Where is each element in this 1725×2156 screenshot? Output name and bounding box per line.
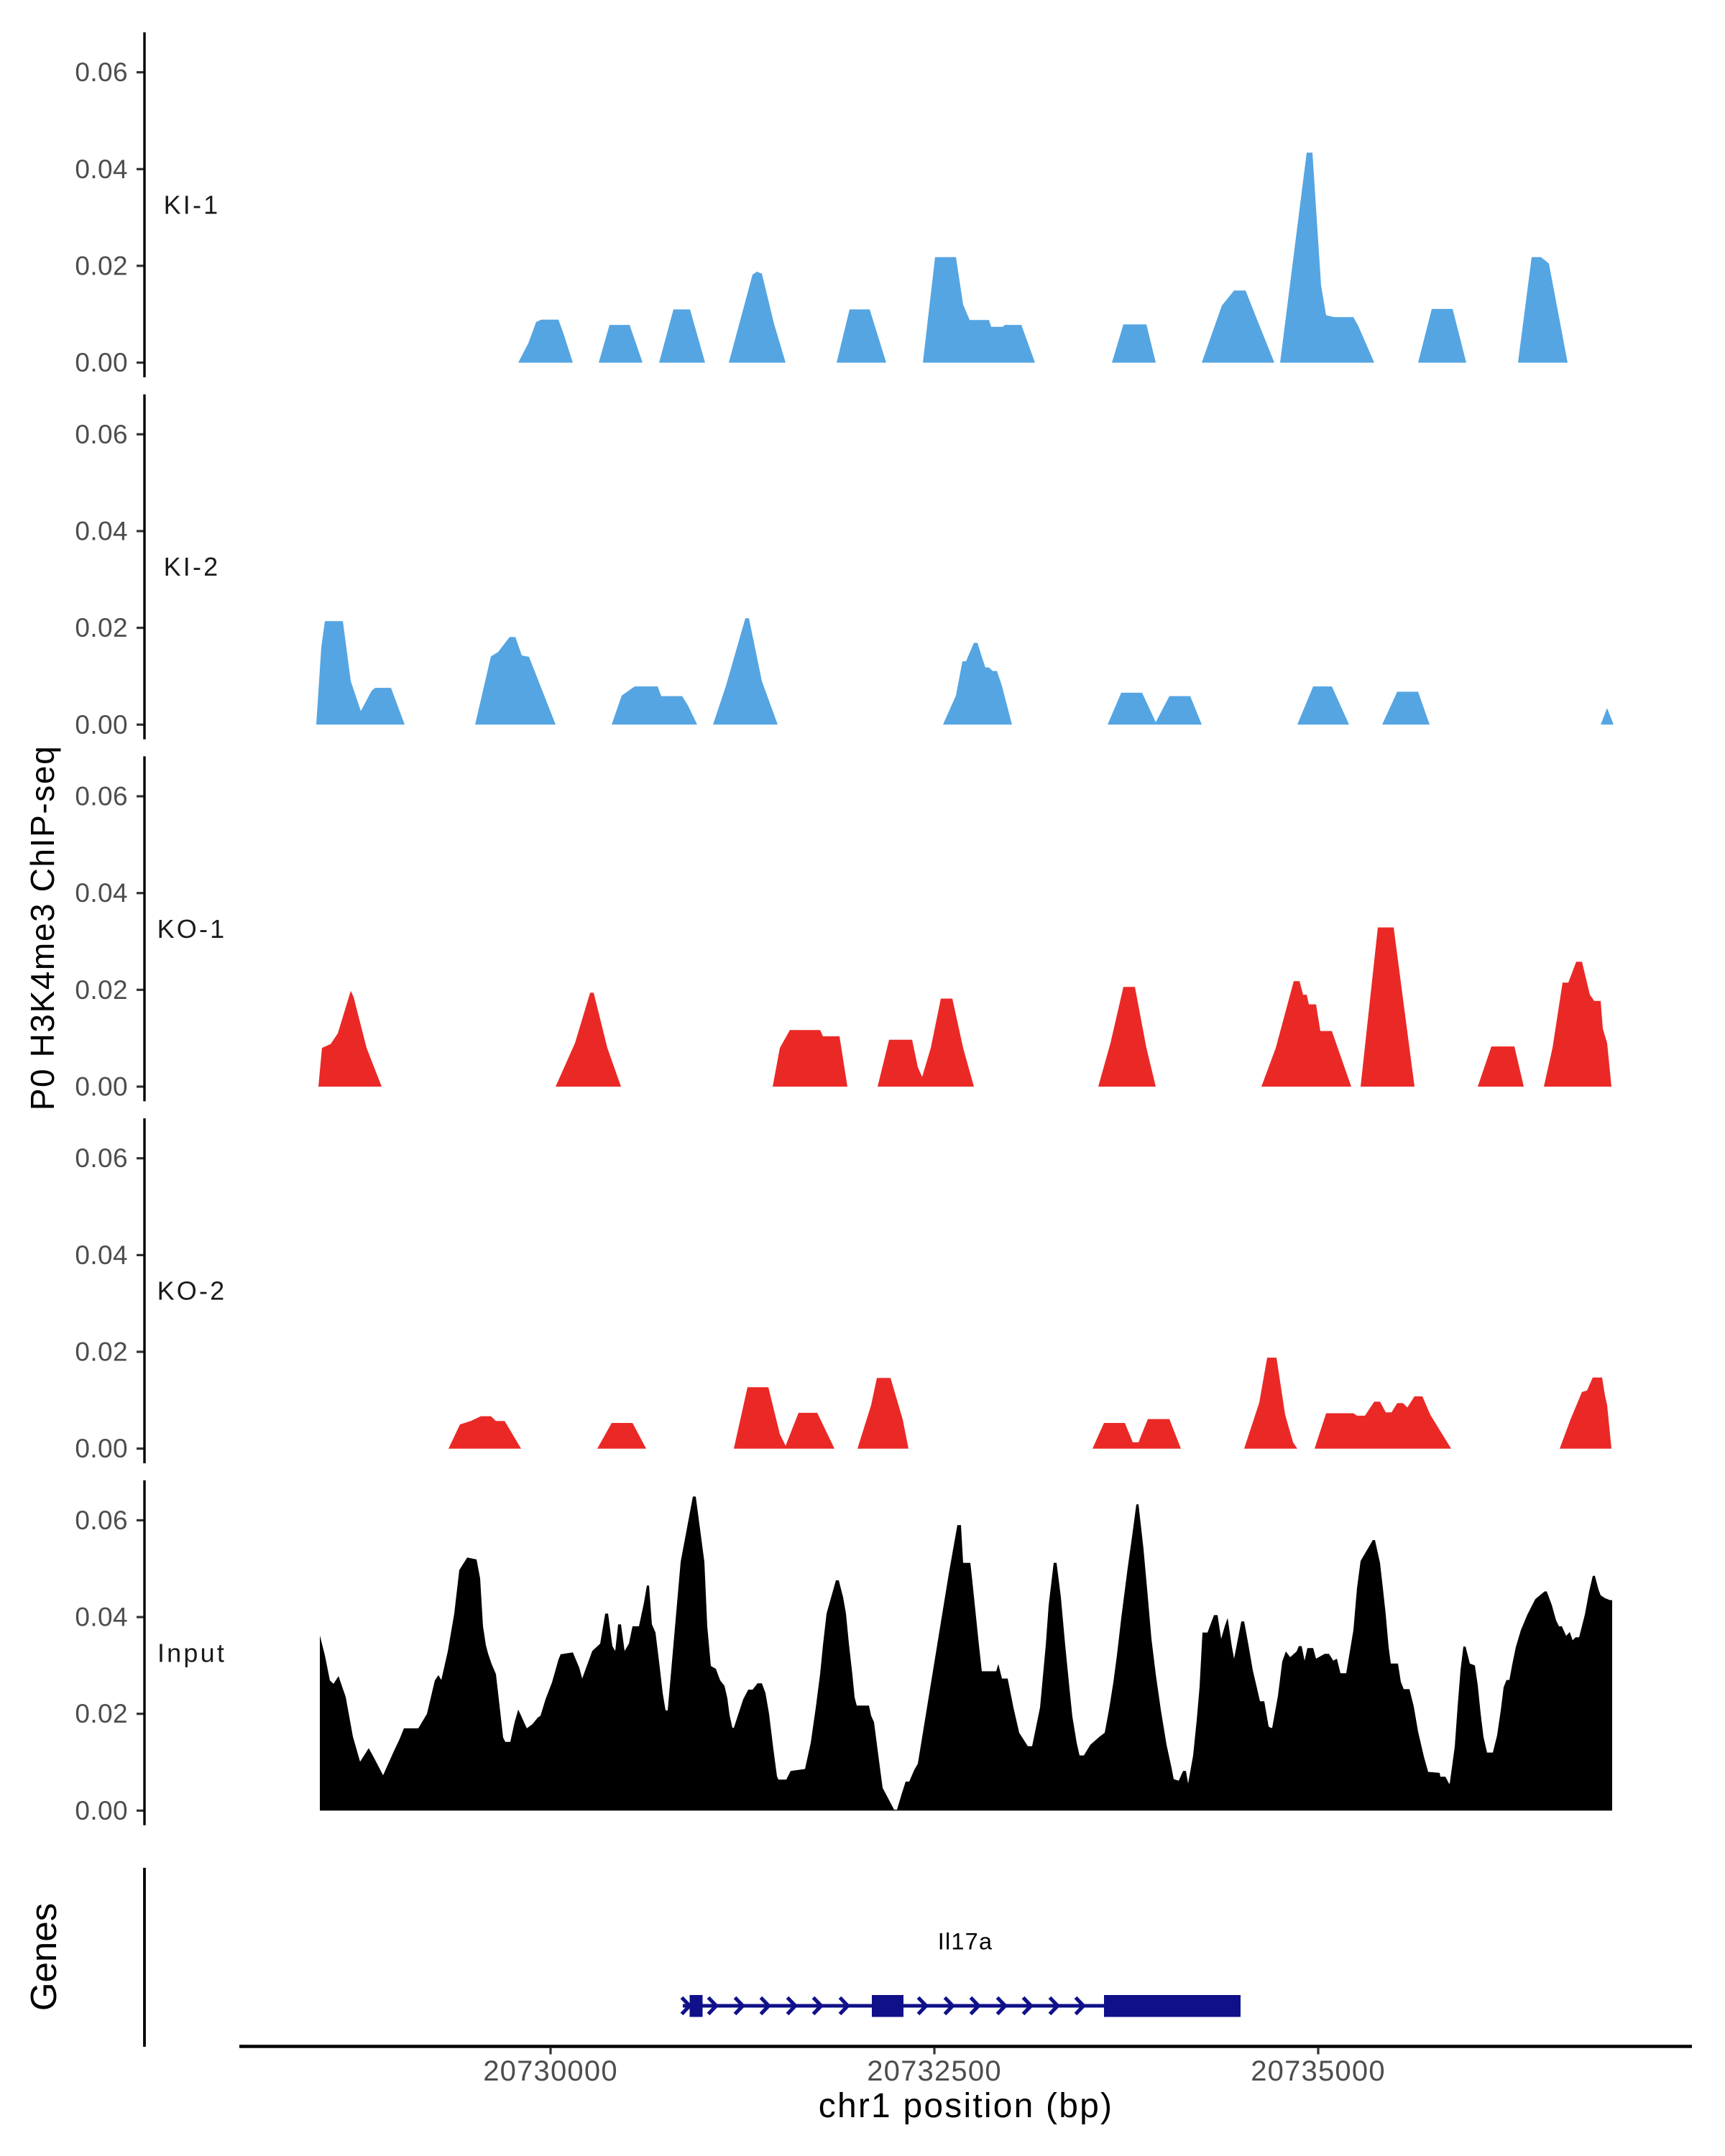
svg-text:0.04: 0.04 — [75, 878, 128, 908]
svg-text:0.02: 0.02 — [75, 1699, 128, 1728]
svg-text:0.06: 0.06 — [75, 1506, 128, 1535]
svg-text:P0 H3K4me3 ChIP-seq: P0 H3K4me3 ChIP-seq — [24, 745, 61, 1111]
svg-text:0.00: 0.00 — [75, 1796, 128, 1825]
svg-text:0.02: 0.02 — [75, 251, 128, 280]
svg-text:0.00: 0.00 — [75, 1072, 128, 1102]
svg-text:0.06: 0.06 — [75, 782, 128, 811]
svg-text:KI-2: KI-2 — [164, 552, 221, 581]
svg-text:KO-1: KO-1 — [157, 914, 227, 944]
svg-text:0.04: 0.04 — [75, 1240, 128, 1270]
svg-text:0.02: 0.02 — [75, 1337, 128, 1367]
svg-text:0.02: 0.02 — [75, 975, 128, 1005]
svg-text:0.00: 0.00 — [75, 348, 128, 377]
svg-text:0.04: 0.04 — [75, 517, 128, 546]
svg-text:KI-1: KI-1 — [164, 190, 221, 220]
svg-text:Il17a: Il17a — [938, 1929, 993, 1955]
svg-text:Input: Input — [157, 1638, 226, 1667]
svg-text:0.06: 0.06 — [75, 420, 128, 449]
svg-text:20730000: 20730000 — [483, 2055, 618, 2087]
svg-text:Genes: Genes — [23, 1903, 64, 2011]
svg-text:0.04: 0.04 — [75, 1603, 128, 1632]
svg-text:chr1 position (bp): chr1 position (bp) — [819, 2087, 1113, 2125]
svg-text:0.06: 0.06 — [75, 57, 128, 87]
svg-text:0.00: 0.00 — [75, 710, 128, 740]
svg-text:0.02: 0.02 — [75, 613, 128, 642]
svg-text:20732500: 20732500 — [867, 2055, 1002, 2087]
svg-text:0.00: 0.00 — [75, 1434, 128, 1463]
svg-text:KO-2: KO-2 — [157, 1276, 227, 1306]
svg-text:0.04: 0.04 — [75, 155, 128, 184]
svg-text:20735000: 20735000 — [1251, 2055, 1386, 2087]
svg-text:0.06: 0.06 — [75, 1143, 128, 1173]
